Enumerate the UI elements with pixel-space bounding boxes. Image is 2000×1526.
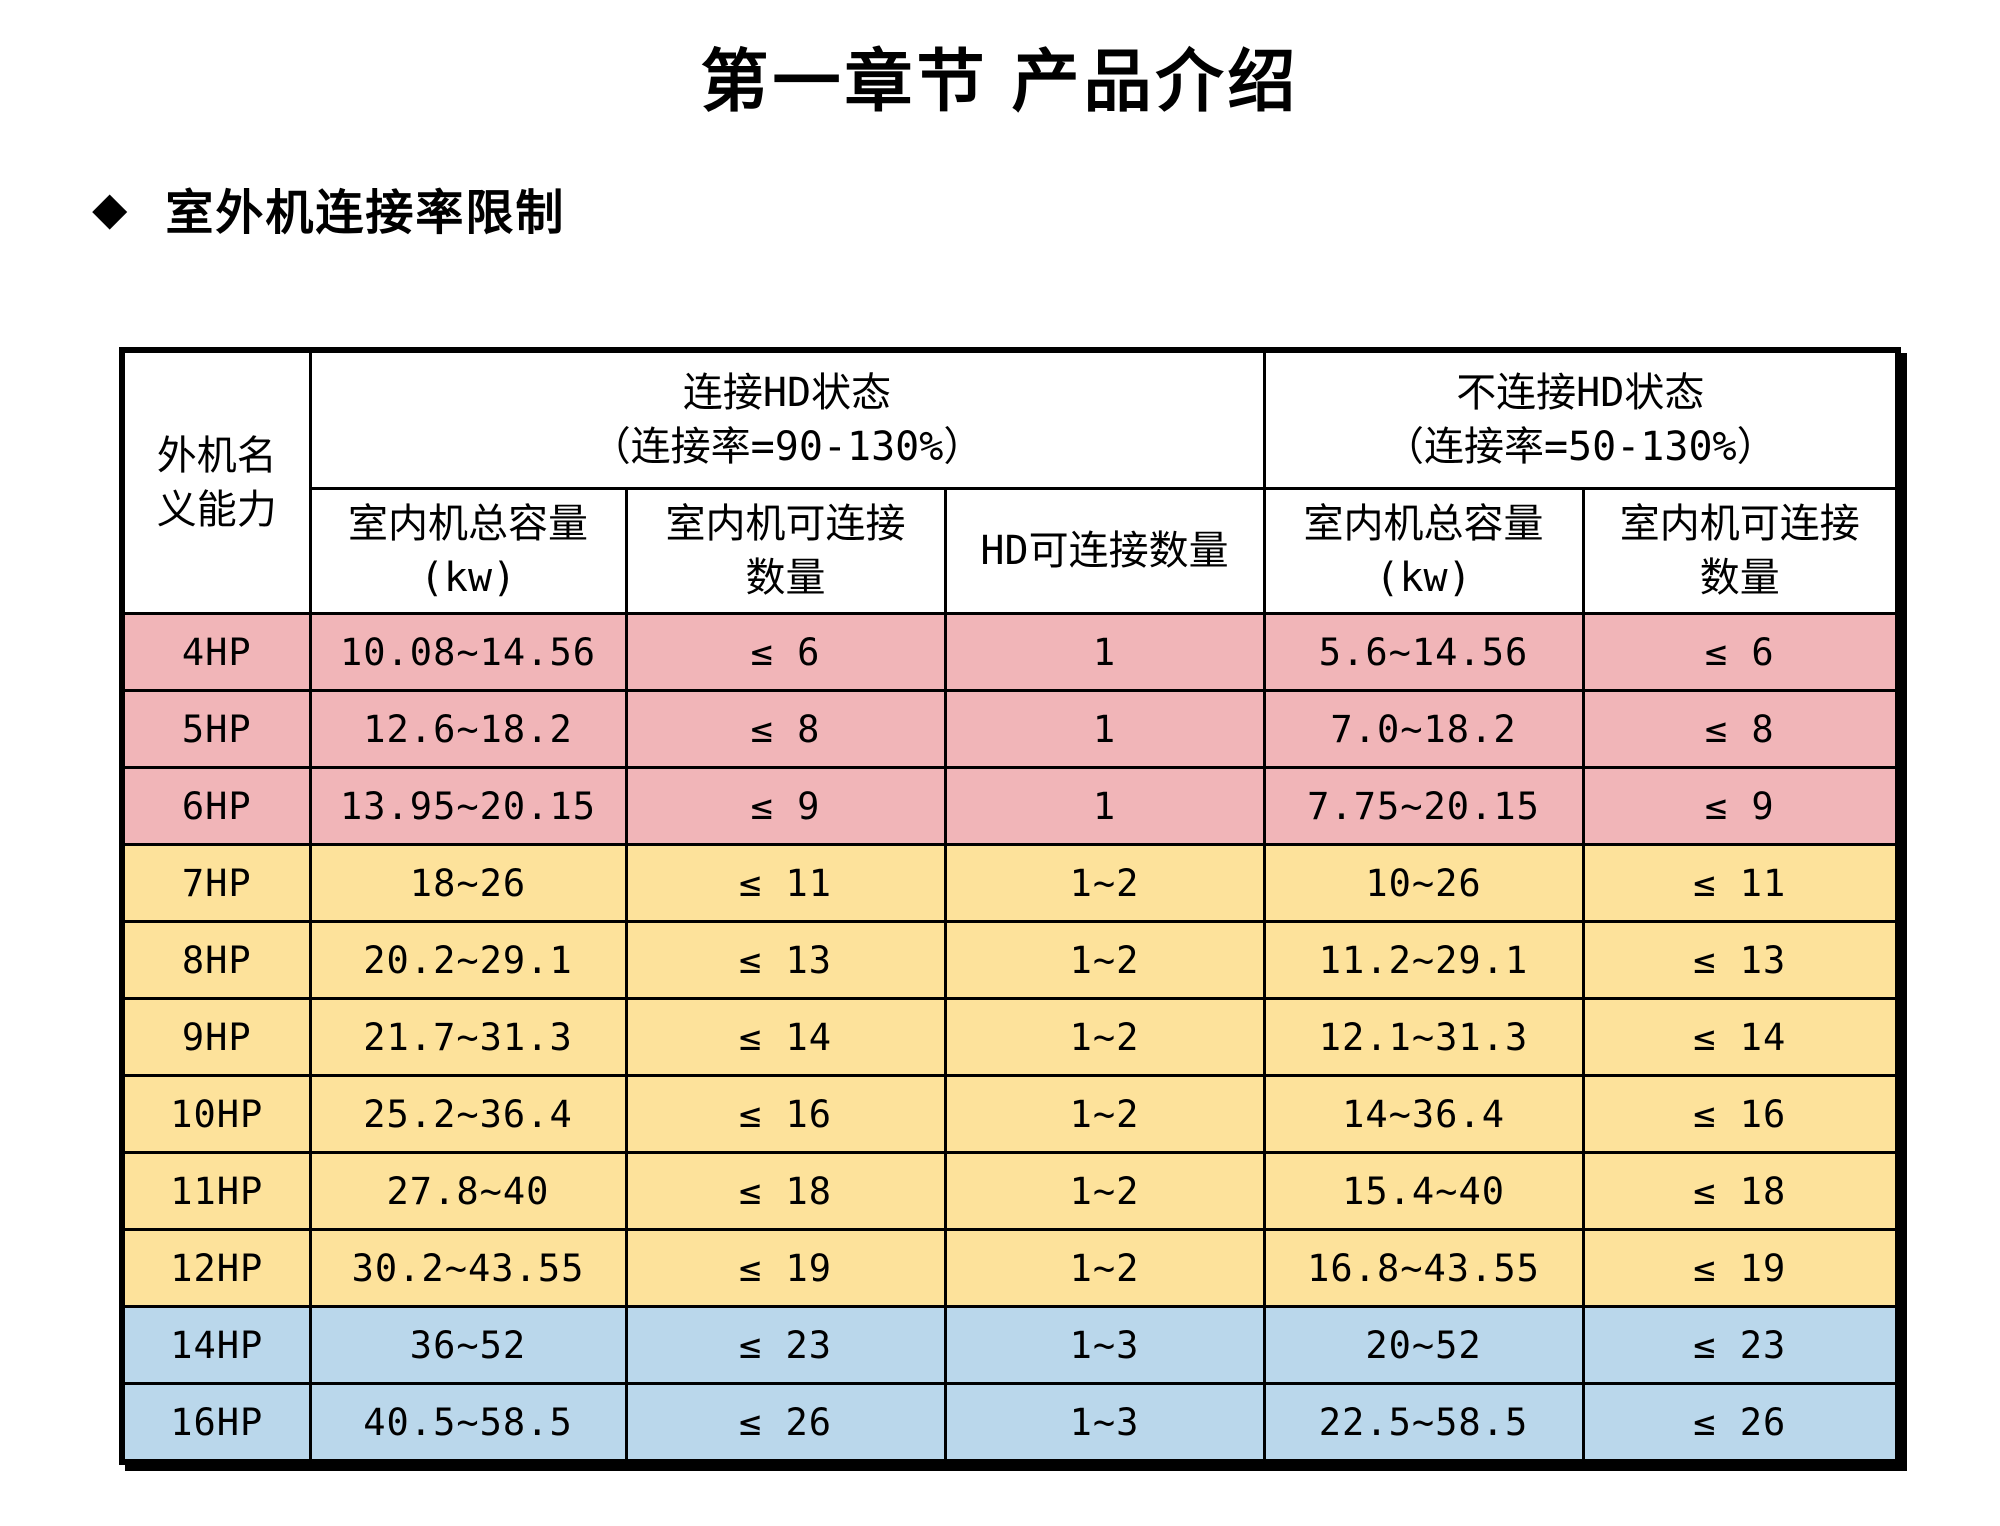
section-heading: 室外机连接率限制 (165, 187, 566, 240)
column-header-indoor-total-capacity: 室内机总容量 (kw) (308, 487, 628, 615)
group-header-row: 外机名 义能力 连接HD状态 （连接率=90-130%） 不连接HD状态 （连接… (120, 348, 1900, 615)
no-hd-units-cell: ≤ 9 (1581, 766, 1900, 846)
group-subtitle: （连接率=50-130%） (1383, 424, 1777, 470)
hd-count-cell: 1 (943, 612, 1266, 692)
hd-count-cell: 1 (943, 689, 1266, 769)
hd-units-cell: ≤ 11 (624, 843, 947, 923)
hd-count-cell: 1~3 (943, 1305, 1266, 1385)
table-row: 10HP 25.2~36.4 ≤ 16 1~2 14~36.4 ≤ 16 (120, 1074, 1900, 1154)
table-row: 8HP 20.2~29.1 ≤ 13 1~2 11.2~29.1 ≤ 13 (120, 920, 1900, 1000)
hd-count-cell: 1 (943, 766, 1266, 846)
hd-units-cell: ≤ 8 (624, 689, 947, 769)
hp-cell: 9HP (120, 997, 312, 1077)
hd-count-cell: 1~2 (943, 1228, 1266, 1308)
group-header-hd-connected: 连接HD状态 （连接率=90-130%） (308, 348, 1266, 490)
hd-units-cell: ≤ 14 (624, 997, 947, 1077)
hd-units-cell: ≤ 6 (624, 612, 947, 692)
hd-capacity-cell: 36~52 (308, 1305, 628, 1385)
no-hd-capacity-cell: 7.75~20.15 (1262, 766, 1585, 846)
hd-capacity-cell: 21.7~31.3 (308, 997, 628, 1077)
no-hd-units-cell: ≤ 18 (1581, 1151, 1900, 1231)
hp-cell: 7HP (120, 843, 312, 923)
corner-header-nominal-capacity: 外机名 义能力 (120, 348, 312, 615)
no-hd-capacity-cell: 20~52 (1262, 1305, 1585, 1385)
no-hd-capacity-cell: 22.5~58.5 (1262, 1382, 1585, 1464)
no-hd-capacity-cell: 7.0~18.2 (1262, 689, 1585, 769)
group-title: 不连接HD状态 (1456, 370, 1705, 416)
hd-capacity-cell: 20.2~29.1 (308, 920, 628, 1000)
group-title: 连接HD状态 (682, 370, 892, 416)
hp-cell: 11HP (120, 1151, 312, 1231)
no-hd-units-cell: ≤ 19 (1581, 1228, 1900, 1308)
hp-cell: 5HP (120, 689, 312, 769)
hd-units-cell: ≤ 26 (624, 1382, 947, 1464)
hp-cell: 10HP (120, 1074, 312, 1154)
corner-header-line2: 义能力 (156, 486, 277, 533)
connection-limit-table: 外机名 义能力 连接HD状态 （连接率=90-130%） 不连接HD状态 （连接… (119, 347, 1902, 1465)
table-row: 6HP 13.95~20.15 ≤ 9 1 7.75~20.15 ≤ 9 (120, 766, 1900, 846)
hp-cell: 16HP (120, 1382, 312, 1464)
page-title: 第一章节 产品介绍 (700, 44, 1300, 120)
table-row: 14HP 36~52 ≤ 23 1~3 20~52 ≤ 23 (120, 1305, 1900, 1385)
hp-cell: 6HP (120, 766, 312, 846)
hd-capacity-cell: 30.2~43.55 (308, 1228, 628, 1308)
table-row: 7HP 18~26 ≤ 11 1~2 10~26 ≤ 11 (120, 843, 1900, 923)
hd-units-cell: ≤ 18 (624, 1151, 947, 1231)
no-hd-capacity-cell: 11.2~29.1 (1262, 920, 1585, 1000)
hd-count-cell: 1~2 (943, 920, 1266, 1000)
hd-capacity-cell: 18~26 (308, 843, 628, 923)
table-row: 9HP 21.7~31.3 ≤ 14 1~2 12.1~31.3 ≤ 14 (120, 997, 1900, 1077)
no-hd-capacity-cell: 16.8~43.55 (1262, 1228, 1585, 1308)
hd-count-cell: 1~2 (943, 1074, 1266, 1154)
no-hd-units-cell: ≤ 13 (1581, 920, 1900, 1000)
no-hd-capacity-cell: 15.4~40 (1262, 1151, 1585, 1231)
hp-cell: 12HP (120, 1228, 312, 1308)
no-hd-capacity-cell: 14~36.4 (1262, 1074, 1585, 1154)
hd-capacity-cell: 12.6~18.2 (308, 689, 628, 769)
hd-units-cell: ≤ 9 (624, 766, 947, 846)
no-hd-units-cell: ≤ 11 (1581, 843, 1900, 923)
no-hd-units-cell: ≤ 14 (1581, 997, 1900, 1077)
hp-cell: 4HP (120, 612, 312, 692)
hd-count-cell: 1~3 (943, 1382, 1266, 1464)
hd-count-cell: 1~2 (943, 1151, 1266, 1231)
hd-units-cell: ≤ 13 (624, 920, 947, 1000)
hd-units-cell: ≤ 23 (624, 1305, 947, 1385)
table-row: 16HP 40.5~58.5 ≤ 26 1~3 22.5~58.5 ≤ 26 (120, 1382, 1900, 1464)
column-header-hd-connectable-count: HD可连接数量 (943, 487, 1266, 615)
hd-units-cell: ≤ 16 (624, 1074, 947, 1154)
hd-capacity-cell: 25.2~36.4 (308, 1074, 628, 1154)
diamond-bullet-icon: ◆ (92, 182, 130, 234)
hp-cell: 14HP (120, 1305, 312, 1385)
hd-capacity-cell: 10.08~14.56 (308, 612, 628, 692)
no-hd-capacity-cell: 5.6~14.56 (1262, 612, 1585, 692)
table-row: 11HP 27.8~40 ≤ 18 1~2 15.4~40 ≤ 18 (120, 1151, 1900, 1231)
no-hd-capacity-cell: 12.1~31.3 (1262, 997, 1585, 1077)
corner-header-line1: 外机名 (156, 432, 277, 479)
no-hd-units-cell: ≤ 23 (1581, 1305, 1900, 1385)
hd-capacity-cell: 13.95~20.15 (308, 766, 628, 846)
hd-units-cell: ≤ 19 (624, 1228, 947, 1308)
column-header-indoor-connectable-count-2: 室内机可连接 数量 (1581, 487, 1900, 615)
table-row: 12HP 30.2~43.55 ≤ 19 1~2 16.8~43.55 ≤ 19 (120, 1228, 1900, 1308)
hd-capacity-cell: 27.8~40 (308, 1151, 628, 1231)
no-hd-units-cell: ≤ 26 (1581, 1382, 1900, 1464)
hd-capacity-cell: 40.5~58.5 (308, 1382, 628, 1464)
table-row: 5HP 12.6~18.2 ≤ 8 1 7.0~18.2 ≤ 8 (120, 689, 1900, 769)
group-header-hd-not-connected: 不连接HD状态 （连接率=50-130%） (1262, 348, 1900, 490)
column-header-indoor-total-capacity-2: 室内机总容量 (kw) (1262, 487, 1585, 615)
hd-count-cell: 1~2 (943, 997, 1266, 1077)
table-row: 4HP 10.08~14.56 ≤ 6 1 5.6~14.56 ≤ 6 (120, 612, 1900, 692)
no-hd-units-cell: ≤ 16 (1581, 1074, 1900, 1154)
column-header-row: 室内机总容量 (kw) 室内机可连接 数量 HD可连接数量 室内机总容量 (kw… (122, 487, 1900, 615)
hp-cell: 8HP (120, 920, 312, 1000)
column-header-indoor-connectable-count: 室内机可连接 数量 (624, 487, 947, 615)
no-hd-units-cell: ≤ 6 (1581, 612, 1900, 692)
no-hd-capacity-cell: 10~26 (1262, 843, 1585, 923)
group-subtitle: （连接率=90-130%） (590, 424, 984, 470)
section-heading-row: ◆ 室外机连接率限制 (92, 173, 2000, 243)
hd-count-cell: 1~2 (943, 843, 1266, 923)
no-hd-units-cell: ≤ 8 (1581, 689, 1900, 769)
